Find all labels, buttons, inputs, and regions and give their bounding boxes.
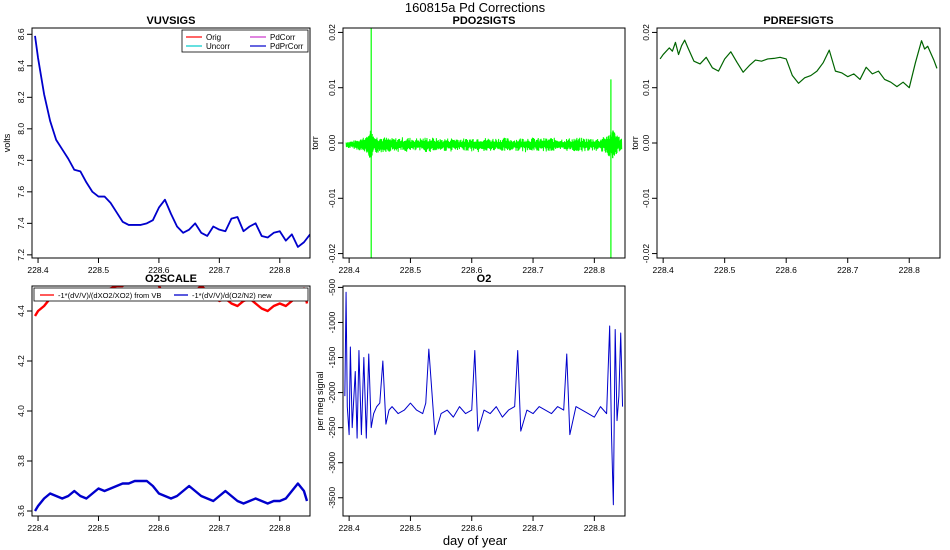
o2scale-legend: -1*(dV/V)/(dXO2/XO2) from VB -1*(dV/V)/d(… — [33, 287, 309, 302]
pdo2sigts-title: PDO2SIGTS — [453, 15, 516, 27]
pdo2sigts-ytick-label-4: 0.02 — [327, 24, 337, 41]
pdrefsigts-series-group — [659, 39, 938, 89]
pdo2sigts-series-group — [345, 28, 623, 258]
figure-x-axis-label: day of year — [443, 533, 508, 548]
pdo2sigts-y-axis-label: torr — [310, 136, 320, 150]
o2scale-xtick-label-4: 228.8 — [269, 523, 291, 533]
vuvsigs-ytick-label-4: 8.0 — [16, 123, 26, 135]
vuvsigs-title: VUVSIGS — [147, 15, 196, 27]
pdrefsigts-series-line-0 — [659, 39, 938, 89]
pdo2sigts-ytick-label-2: 0.00 — [327, 134, 337, 151]
o2-ytick-label-1: -1000 — [327, 311, 337, 333]
vuvsigs-ytick-label-2: 7.6 — [16, 186, 26, 198]
o2scale-ytick-label-4: 4.4 — [16, 305, 26, 317]
vuvsigs-legend-label-0: Orig — [206, 33, 221, 42]
o2-ytick-label-3: -2000 — [327, 381, 337, 403]
o2-xtick-label-0: 228.4 — [338, 523, 360, 533]
vuvsigs-frame — [31, 27, 311, 259]
o2-xtick-label-4: 228.8 — [584, 523, 606, 533]
vuvsigs-legend-label-3: PdPrCorr — [270, 42, 304, 51]
pdo2sigts-ytick-label-1: -0.01 — [327, 188, 337, 208]
pdrefsigts-xtick-label-2: 228.6 — [776, 265, 798, 275]
vuvsigs-y-axis-label: volts — [2, 133, 12, 152]
pdrefsigts-ytick-label-0: -0.02 — [641, 244, 651, 264]
o2-ytick-label-0: -500 — [327, 279, 337, 296]
o2-series-line-0 — [344, 291, 624, 506]
vuvsigs-legend-box — [181, 29, 309, 53]
pdrefsigts-xtick-label-1: 228.5 — [714, 265, 736, 275]
o2scale-ytick-label-1: 3.8 — [16, 455, 26, 467]
o2scale-series-line-1 — [33, 479, 309, 512]
o2-title: O2 — [477, 273, 492, 285]
o2-xtick-label-3: 228.7 — [522, 523, 544, 533]
o2scale-xtick-label-2: 228.6 — [148, 523, 170, 533]
pdrefsigts-xtick-label-3: 228.7 — [837, 265, 859, 275]
vuvsigs-ytick-label-5: 8.2 — [16, 91, 26, 103]
o2scale-xtick-label-3: 228.7 — [209, 523, 231, 533]
pdrefsigts-ytick-label-3: 0.01 — [641, 79, 651, 96]
vuvsigs-ytick-label-6: 8.4 — [16, 60, 26, 72]
pdo2sigts-xtick-label-2: 228.6 — [461, 265, 483, 275]
vuvsigs-ytick-label-3: 7.8 — [16, 154, 26, 166]
pdrefsigts-ytick-label-4: 0.02 — [641, 24, 651, 41]
vuvsigs-xtick-label-3: 228.7 — [209, 265, 231, 275]
o2-frame — [342, 285, 626, 517]
pdrefsigts-y-axis-label: torr — [630, 136, 640, 150]
vuvsigs-xtick-label-0: 228.4 — [27, 265, 49, 275]
o2-series-group — [344, 291, 624, 506]
panel-o2: O2 228.4 228.5 228.6 228.7 228.8 -500 -1000 -150… — [315, 273, 626, 533]
o2-ytick-label-4: -2500 — [327, 417, 337, 439]
o2scale-legend-label-0: -1*(dV/V)/(dXO2/XO2) from VB — [58, 291, 161, 300]
o2scale-ytick-label-2: 4.0 — [16, 405, 26, 417]
vuvsigs-xtick-label-4: 228.8 — [269, 265, 291, 275]
o2-y-axis-label: per meg signal — [315, 371, 325, 430]
vuvsigs-series-group — [34, 35, 310, 248]
pdrefsigts-ytick-label-2: 0.00 — [641, 134, 651, 151]
vuvsigs-xtick-label-1: 228.5 — [88, 265, 110, 275]
pdo2sigts-xtick-label-4: 228.8 — [584, 265, 606, 275]
panel-pdo2sigts: PDO2SIGTS 228.4 228.5 228.6 228.7 228.8 -0.02 -… — [310, 15, 626, 275]
pdrefsigts-xtick-label-0: 228.4 — [653, 265, 675, 275]
pdo2sigts-xtick-label-3: 228.7 — [522, 265, 544, 275]
vuvsigs-ytick-label-7: 8.6 — [16, 28, 26, 40]
o2-ytick-label-5: -3000 — [327, 452, 337, 474]
panel-vuvsigs: VUVSIGS 228.4 228.5 228.6 228.7 228.8 7.2 7.4 7.… — [2, 15, 311, 275]
vuvsigs-ytick-label-1: 7.4 — [16, 217, 26, 229]
o2-xtick-label-1: 228.5 — [400, 523, 422, 533]
o2-ytick-label-6: -3500 — [327, 487, 337, 509]
pdo2sigts-xtick-label-0: 228.4 — [338, 265, 360, 275]
pdo2sigts-series-noise — [345, 130, 623, 159]
panels: VUVSIGS 228.4 228.5 228.6 228.7 228.8 7.2 7.4 7.… — [2, 15, 941, 533]
o2scale-ytick-label-3: 4.2 — [16, 355, 26, 367]
o2scale-xtick-label-0: 228.4 — [27, 523, 49, 533]
vuvsigs-series-line-0 — [34, 35, 310, 248]
o2-xtick-label-2: 228.6 — [461, 523, 483, 533]
pdo2sigts-ytick-label-0: -0.02 — [327, 244, 337, 264]
vuvsigs-legend-label-1: PdCorr — [270, 33, 296, 42]
o2scale-ytick-label-0: 3.6 — [16, 505, 26, 517]
vuvsigs-legend-label-2: Uncorr — [206, 42, 230, 51]
o2scale-title: O2SCALE — [145, 273, 197, 285]
pdrefsigts-title: PDREFSIGTS — [763, 15, 833, 27]
pdrefsigts-xtick-label-4: 228.8 — [899, 265, 921, 275]
vuvsigs-ytick-label-0: 7.2 — [16, 249, 26, 261]
o2scale-xtick-label-1: 228.5 — [88, 523, 110, 533]
pdo2sigts-ytick-label-3: 0.01 — [327, 79, 337, 96]
figure-title: 160815a Pd Corrections — [405, 0, 546, 15]
o2-ytick-label-2: -1500 — [327, 346, 337, 368]
o2scale-frame — [31, 285, 311, 517]
vuvsigs-xtick-label-2: 228.6 — [148, 265, 170, 275]
panel-pdrefsigts: PDREFSIGTS 228.4 228.5 228.6 228.7 228.8 -0.02… — [630, 15, 941, 275]
vuvsigs-legend: Orig PdCorr Uncorr PdPrCorr — [181, 29, 309, 53]
panel-o2scale: O2SCALE 228.4 228.5 228.6 228.7 228.8 3.6 3.8 4.… — [16, 273, 311, 533]
pdrefsigts-ytick-label-1: -0.01 — [641, 188, 651, 208]
o2scale-legend-label-1: -1*(dV/V)/d(O2/N2) new — [192, 291, 272, 300]
pdo2sigts-xtick-label-1: 228.5 — [400, 265, 422, 275]
o2scale-legend-box — [33, 287, 309, 302]
